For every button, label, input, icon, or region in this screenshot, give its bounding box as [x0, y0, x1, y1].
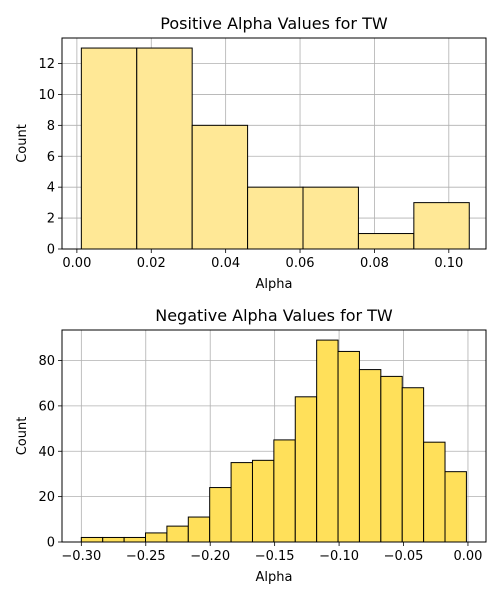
y-axis-label: Count	[15, 124, 30, 163]
x-axis-ticks: −0.30 −0.25 −0.20 −0.15 −0.10 −0.05 0.00	[61, 542, 482, 564]
y-axis-label: Count	[15, 417, 30, 456]
histogram-bar	[166, 525, 189, 543]
y-tick-label: 60	[38, 399, 55, 414]
histogram-bar	[316, 339, 339, 543]
histogram-bar	[251, 459, 275, 543]
y-tick-label: 20	[38, 490, 55, 505]
chart-title: Negative Alpha Values for TW	[155, 306, 393, 325]
x-tick-label: 0.10	[434, 256, 463, 271]
x-axis-label: Alpha	[256, 570, 293, 585]
histogram-bar	[337, 350, 360, 543]
histogram-bar	[136, 47, 193, 250]
y-tick-label: 0	[47, 243, 55, 258]
x-tick-label: −0.20	[190, 549, 230, 564]
histogram-bar	[80, 47, 138, 250]
histogram-bar	[380, 375, 403, 543]
y-tick-label: 12	[38, 57, 55, 72]
histogram-bar	[294, 396, 318, 543]
y-tick-label: 8	[47, 119, 55, 134]
chart-title: Positive Alpha Values for TW	[160, 14, 388, 33]
x-tick-label: −0.30	[61, 549, 101, 564]
x-tick-label: 0.04	[211, 256, 240, 271]
positive-alpha-histogram: 0.00 0.02 0.04 0.06 0.08 0.10 0 2 4 6 8 10 12 Posit…	[15, 14, 487, 292]
histogram-bar	[358, 369, 382, 543]
y-tick-label: 10	[38, 88, 55, 103]
histogram-bar	[413, 202, 470, 250]
histogram-bar	[302, 186, 359, 250]
histogram-bar	[191, 124, 249, 250]
x-tick-label: 0.02	[137, 256, 166, 271]
histogram-bar	[123, 536, 147, 543]
histogram-bars	[80, 339, 467, 543]
histogram-bar	[80, 536, 104, 543]
x-tick-label: −0.15	[255, 549, 295, 564]
x-tick-label: −0.10	[319, 549, 359, 564]
y-axis-ticks: 0 20 40 60 80	[38, 354, 62, 551]
y-tick-label: 4	[47, 181, 55, 196]
histogram-bar	[444, 471, 467, 543]
x-axis-ticks: 0.00 0.02 0.04 0.06 0.08 0.10	[62, 249, 463, 271]
histogram-bar	[401, 387, 425, 543]
x-tick-label: 0.06	[286, 256, 315, 271]
y-tick-label: 6	[47, 150, 55, 165]
y-tick-label: 80	[38, 354, 55, 369]
histogram-bar	[102, 536, 125, 543]
histogram-bar	[230, 462, 253, 543]
y-axis-ticks: 0 2 4 6 8 10 12	[38, 57, 62, 258]
histogram-bar	[357, 233, 415, 250]
histogram-bars	[80, 47, 470, 250]
x-axis-label: Alpha	[256, 277, 293, 292]
histogram-bar	[209, 487, 232, 543]
negative-alpha-histogram: −0.30 −0.25 −0.20 −0.15 −0.10 −0.05 0.00 0 20 40…	[15, 306, 487, 585]
histogram-bar	[423, 441, 446, 543]
histogram-bar	[273, 439, 296, 543]
histogram-bar	[145, 532, 168, 543]
x-tick-label: 0.08	[360, 256, 389, 271]
histogram-bar	[247, 186, 304, 250]
y-tick-label: 0	[47, 536, 55, 551]
plot-frame	[61, 37, 487, 250]
y-tick-label: 2	[47, 212, 55, 227]
y-tick-label: 40	[38, 445, 55, 460]
x-tick-label: 0.00	[62, 256, 91, 271]
x-tick-label: 0.00	[453, 549, 482, 564]
plot-frame	[61, 329, 487, 543]
x-tick-label: −0.05	[384, 549, 424, 564]
x-tick-label: −0.25	[126, 549, 166, 564]
histogram-bar	[187, 516, 211, 543]
